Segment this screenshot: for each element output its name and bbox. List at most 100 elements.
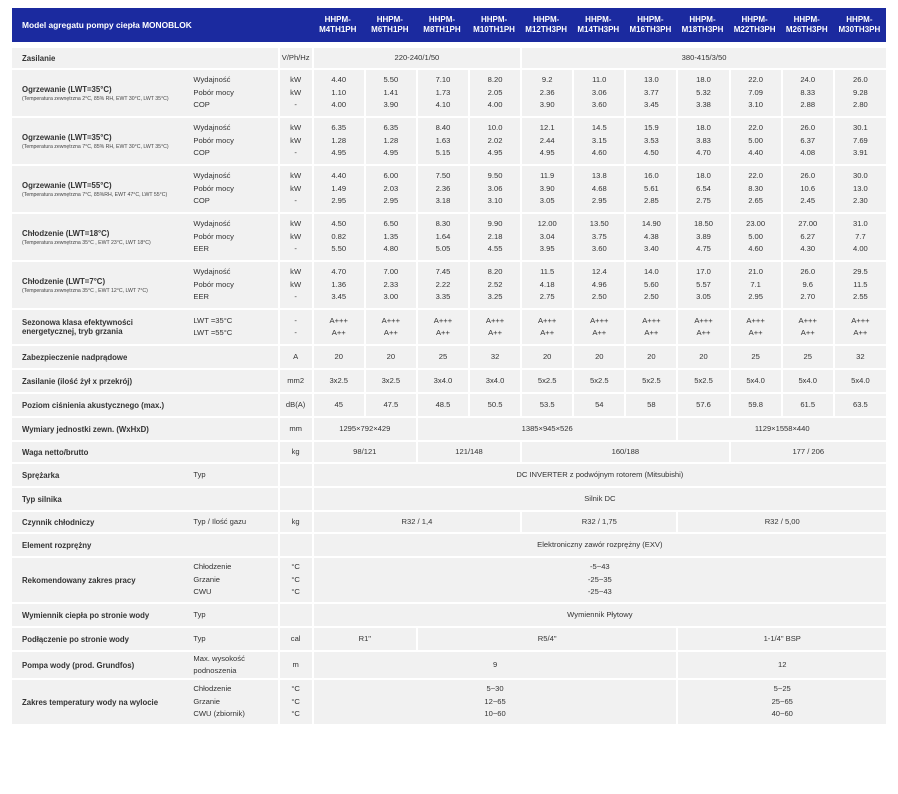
value-cell: 21.0 7.1 2.95 — [728, 262, 781, 310]
row-label: Sprężarka — [12, 464, 188, 488]
cell-line: kW — [290, 183, 302, 193]
value-cell: 13.0 3.77 3.45 — [624, 70, 677, 118]
cell-line: Pobór mocy — [193, 279, 234, 289]
value-cell: 11.0 3.06 3.60 — [572, 70, 625, 118]
row-param: Wydajność Pobór mocy COP — [187, 166, 278, 214]
spec-row: Chłodzenie (LWT=7°C) (Temperatura zewnętr… — [12, 262, 886, 310]
cell-line: 1.10 — [331, 87, 347, 97]
cell-line: 21.0 — [748, 267, 763, 277]
cell-line: 1.35 — [383, 231, 399, 241]
cell-line: 8.33 — [800, 87, 816, 97]
row-param: Chłodzenie Grzanie CWU — [187, 558, 278, 604]
value-cell: 30.1 7.69 3.91 — [832, 118, 886, 166]
cell-line: 29.5 — [853, 267, 868, 277]
row-label: Chłodzenie (LWT=18°C) (Temperatura zewnęt… — [12, 214, 188, 262]
spec-row: Poziom ciśnienia akustycznego (max.) dB(A… — [12, 394, 886, 418]
spec-row: Waga netto/brutto kg 98/121 121/148 160/188 1… — [12, 442, 886, 464]
cell-line: 7.09 — [748, 87, 763, 97]
group-cell: 5~30 12~65 10~60 — [311, 680, 677, 726]
value-cell: 4.40 1.10 4.00 — [311, 70, 364, 118]
cell-line: 6.00 — [383, 171, 399, 181]
cell-line: 3.04 — [539, 231, 555, 241]
cell-line: 3.90 — [539, 100, 555, 110]
cell-line: 5.60 — [644, 279, 659, 289]
cell-line: Wymiennik Płytowy — [567, 609, 633, 619]
cell-line: 1-1/4" BSP — [763, 633, 801, 643]
value-cell: 20 — [624, 346, 677, 370]
cell-line: 2.95 — [331, 196, 347, 206]
cell-line: 11.0 — [592, 75, 607, 85]
value-cell: 32 — [832, 346, 886, 370]
row-unit: kg — [277, 442, 312, 464]
cell-line: LWT =55°C — [193, 328, 233, 337]
cell-line: 17.0 — [696, 267, 711, 277]
model-name-part: HHPM- — [376, 15, 403, 24]
model-name-part: M22TH3PH — [733, 25, 776, 34]
cell-line: 13.8 — [591, 171, 607, 181]
model-header: HHPM- M26TH3PH — [780, 8, 833, 42]
row-param: Wydajność Pobór mocy COP — [187, 118, 278, 166]
cell-line: 5.00 — [748, 135, 763, 145]
spec-row: Chłodzenie (LWT=18°C) (Temperatura zewnęt… — [12, 214, 886, 262]
cell-line: 12 — [778, 659, 787, 669]
cell-line: 3.75 — [591, 231, 607, 241]
value-cell: 5x2.5 — [676, 370, 729, 394]
row-label-text: Waga netto/brutto — [22, 447, 89, 457]
model-header: HHPM- M8TH1PH — [415, 8, 469, 42]
cell-line: 0.82 — [331, 231, 347, 241]
cell-line: A+++ — [694, 315, 713, 325]
cell-line: 2.65 — [748, 196, 763, 206]
group-cell: 380-415/3/50 — [520, 48, 886, 70]
row-label: Wymiary jednostki zewn. (WxHxD) — [12, 418, 188, 442]
spec-row: Sprężarka Typ DC INVERTER z podwójnym roto… — [12, 464, 886, 488]
cell-line: CWU (zbiornik) — [193, 709, 245, 719]
cell-line: - — [294, 292, 297, 302]
group-cell: 1129×1558×440 — [676, 418, 886, 442]
row-unit: kW kW - — [277, 70, 312, 118]
cell-line: 3.10 — [748, 100, 763, 110]
group-cell: 160/188 — [520, 442, 729, 464]
value-cell: 59.8 — [728, 394, 781, 418]
cell-line: Chłodzenie — [193, 562, 232, 572]
model-name-part: HHPM- — [585, 15, 612, 24]
value-cell: 11.5 4.18 2.75 — [520, 262, 573, 310]
value-cell: A+++ A++ — [728, 310, 781, 346]
cell-line: 5.50 — [383, 75, 399, 85]
cell-line: 7.69 — [853, 135, 868, 145]
model-name-part: HHPM- — [689, 15, 716, 24]
cell-line: A+++ — [381, 315, 401, 325]
value-cell: 25 — [728, 346, 781, 370]
cell-line: 160/188 — [611, 446, 640, 456]
row-param: Wydajność Pobór mocy COP — [187, 70, 278, 118]
cell-line: °C — [291, 696, 300, 706]
row-param — [187, 346, 278, 370]
cell-line: 380-415/3/50 — [681, 52, 727, 62]
group-cell: 98/121 — [311, 442, 416, 464]
value-cell: 25 — [780, 346, 833, 370]
model-name-part: HHPM- — [846, 15, 873, 24]
row-unit: kW kW - — [277, 214, 312, 262]
cell-line: 18.50 — [694, 219, 714, 229]
row-unit: mm — [277, 418, 312, 442]
row-param: Typ / Ilość gazu — [187, 512, 278, 534]
value-cell: 20 — [572, 346, 625, 370]
value-cell: 18.0 5.32 3.38 — [676, 70, 729, 118]
group-cell: 220-240/1/50 — [311, 48, 521, 70]
row-label-text: Podłączenie po stronie wody — [22, 634, 130, 644]
value-cell: 8.40 1.63 5.15 — [415, 118, 469, 166]
cell-line: 4.00 — [853, 244, 868, 254]
model-header: HHPM- M22TH3PH — [728, 8, 781, 42]
cell-line: R32 / 5,00 — [764, 516, 800, 526]
spec-row: Zasilanie (ilość żył x przekrój) mm2 3x2.5… — [12, 370, 886, 394]
value-cell: 3x4.0 — [415, 370, 469, 394]
cell-line: EER — [193, 244, 210, 254]
row-label-text: Wymiary jednostki zewn. (WxHxD) — [22, 424, 149, 434]
cell-line: 1.49 — [331, 183, 347, 193]
cell-line: 40~60 — [771, 709, 793, 719]
cell-line: 9.50 — [487, 171, 503, 181]
cell-line: A+++ — [642, 315, 661, 325]
cell-line: A+++ — [851, 315, 870, 325]
cell-line: A++ — [435, 328, 450, 337]
cell-line: 1.41 — [383, 87, 399, 97]
cell-line: 2.50 — [591, 292, 607, 302]
